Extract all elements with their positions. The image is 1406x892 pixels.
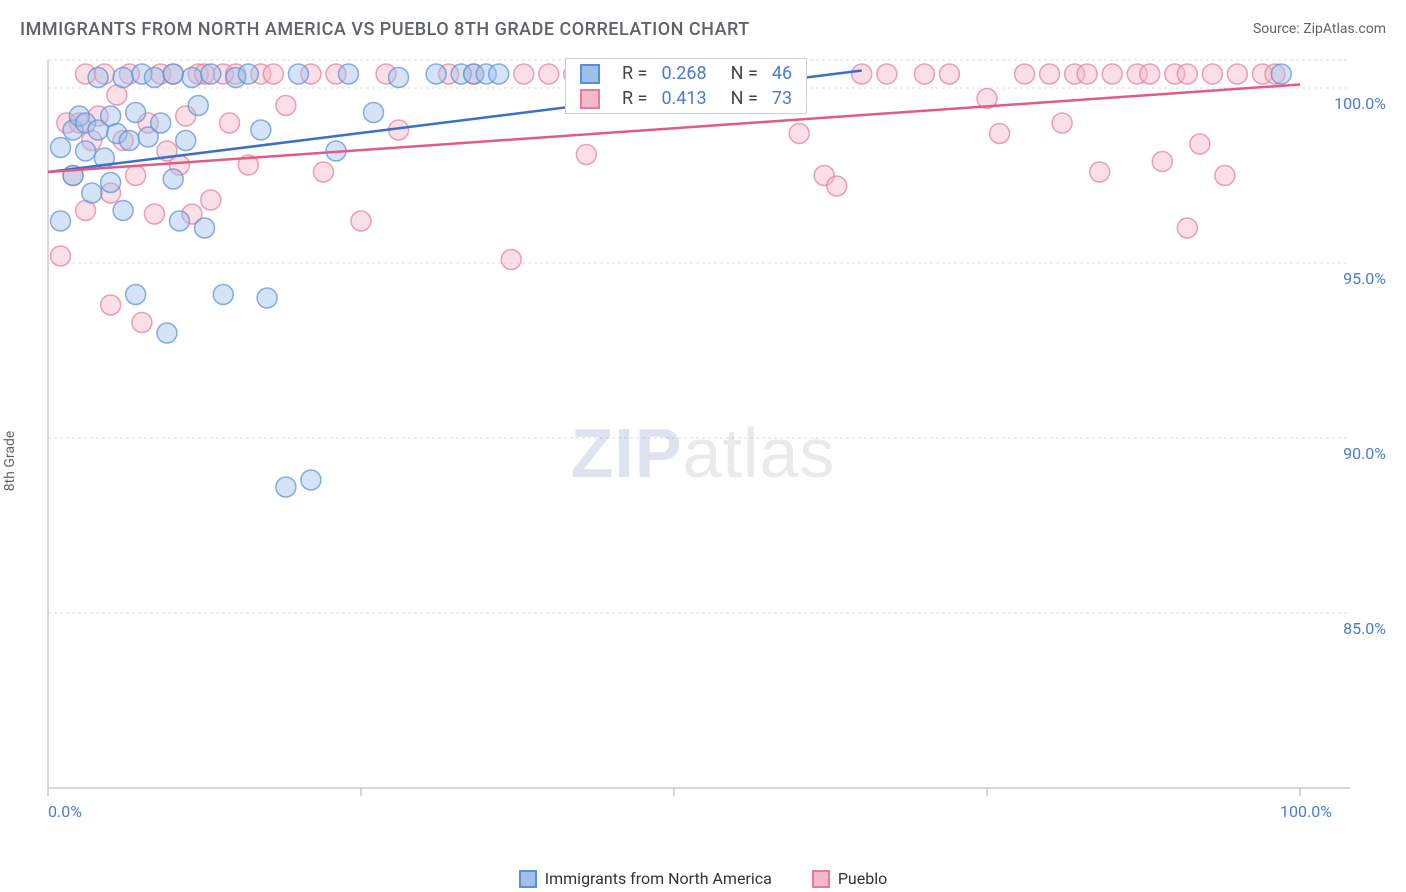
stats-r-value: 0.413 — [661, 88, 706, 109]
y-tick-label: 100.0% — [1334, 94, 1386, 113]
stats-n-label: N = — [731, 88, 758, 109]
bottom-legend: Immigrants from North America Pueblo — [0, 869, 1406, 888]
scatter-plot — [0, 48, 1406, 858]
source-label: Source: — [1253, 21, 1300, 37]
y-tick-label: 85.0% — [1343, 619, 1386, 638]
legend-swatch-immigrants — [519, 870, 537, 888]
regression-stats-box: R = 0.268 N = 46 R = 0.413 N = 73 — [565, 58, 807, 114]
stats-r-value: 0.268 — [661, 63, 706, 84]
legend-label-pueblo: Pueblo — [838, 869, 887, 888]
x-tick-label: 0.0% — [48, 802, 82, 821]
stats-swatch — [580, 64, 600, 84]
stats-row: R = 0.413 N = 73 — [566, 86, 806, 111]
legend-swatch-pueblo — [812, 870, 830, 888]
chart-title: IMMIGRANTS FROM NORTH AMERICA VS PUEBLO … — [20, 19, 750, 40]
stats-n-label: N = — [731, 63, 758, 84]
legend-item-immigrants: Immigrants from North America — [519, 869, 772, 888]
stats-swatch — [580, 89, 600, 109]
source-name: ZipAtlas.com — [1303, 21, 1386, 37]
stats-r-label: R = — [622, 88, 647, 109]
chart-area: 8th Grade ZIPatlas R =0.268N =46R =0.413… — [0, 48, 1406, 858]
stats-n-value: 73 — [772, 88, 792, 109]
y-tick-label: 95.0% — [1343, 269, 1386, 288]
stats-r-label: R = — [622, 63, 647, 84]
y-tick-label: 90.0% — [1343, 444, 1386, 463]
x-tick-label: 100.0% — [1280, 802, 1332, 821]
source: Source: ZipAtlas.com — [1253, 21, 1386, 37]
stats-row: R = 0.268 N = 46 — [566, 61, 806, 86]
header: IMMIGRANTS FROM NORTH AMERICA VS PUEBLO … — [0, 0, 1406, 48]
stats-n-value: 46 — [772, 63, 792, 84]
legend-item-pueblo: Pueblo — [812, 869, 887, 888]
y-axis-label: 8th Grade — [2, 431, 18, 492]
legend-label-immigrants: Immigrants from North America — [545, 869, 772, 888]
